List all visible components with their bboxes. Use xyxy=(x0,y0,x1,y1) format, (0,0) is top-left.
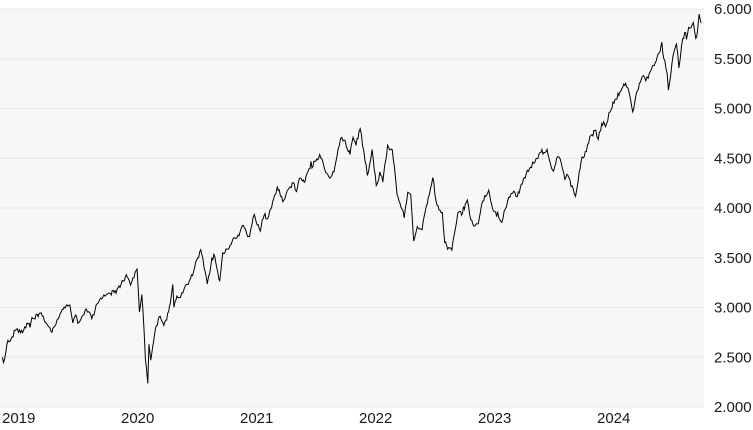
price-line xyxy=(1,13,702,384)
x-tick-label: 2021 xyxy=(240,410,273,427)
y-axis-labels: 6.000 5.500 5.000 4.500 4.000 3.500 3.000 2.500… xyxy=(714,1,752,416)
x-axis-labels: 2019 2020 2021 2022 2023 2024 xyxy=(2,410,630,427)
x-tick-label: 2020 xyxy=(121,410,154,427)
y-tick-label: 3.000 xyxy=(714,300,752,317)
gridlines xyxy=(0,8,704,408)
y-tick-label: 5.000 xyxy=(714,101,752,118)
y-tick-label: 3.500 xyxy=(714,250,752,267)
x-tick-label: 2024 xyxy=(597,410,630,427)
y-tick-label: 4.500 xyxy=(714,150,752,167)
y-tick-label: 5.500 xyxy=(714,51,752,68)
y-tick-label: 6.000 xyxy=(714,1,752,18)
x-tick-label: 2023 xyxy=(478,410,511,427)
x-tick-label: 2019 xyxy=(2,410,35,427)
y-tick-label: 2.000 xyxy=(714,399,752,416)
y-tick-label: 2.500 xyxy=(714,349,752,366)
x-tick-label: 2022 xyxy=(359,410,392,427)
y-tick-label: 4.000 xyxy=(714,200,752,217)
